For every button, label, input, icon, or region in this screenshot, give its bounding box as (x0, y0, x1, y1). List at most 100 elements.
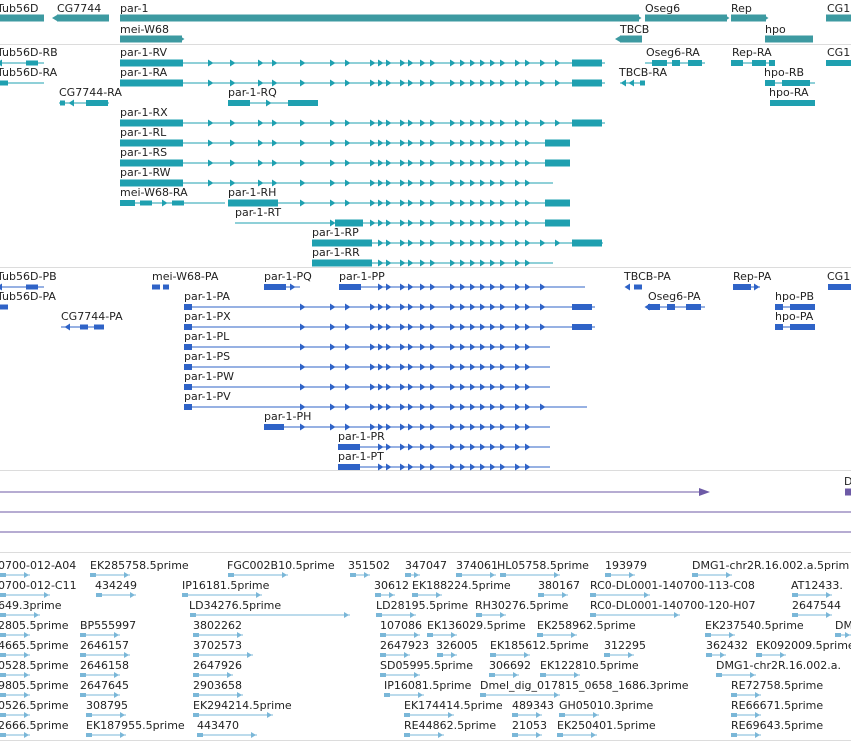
strand-arrow-right[interactable] (460, 403, 466, 411)
strand-arrow-right[interactable] (515, 403, 521, 411)
exon-box[interactable] (184, 364, 192, 370)
strand-arrow-right[interactable] (400, 403, 406, 411)
strand-arrow-right[interactable] (400, 283, 406, 291)
strand-arrow-right[interactable] (408, 159, 414, 167)
strand-arrow-right[interactable] (515, 283, 521, 291)
strand-arrow-right[interactable] (470, 199, 476, 207)
strand-arrow-right[interactable] (345, 219, 351, 227)
transcript-label[interactable]: par-1-RS (120, 146, 168, 159)
strand-arrow-right[interactable] (490, 423, 496, 431)
strand-arrow-right[interactable] (300, 79, 306, 87)
strand-arrow-right[interactable] (540, 119, 546, 127)
strand-arrow-right[interactable] (300, 139, 306, 147)
transcript-label[interactable]: par-1-RL (120, 126, 167, 139)
est-label[interactable]: GH05010.3prime (559, 699, 654, 712)
strand-arrow-right[interactable] (408, 343, 414, 351)
strand-arrow-right[interactable] (420, 259, 426, 267)
strand-arrow-right[interactable] (500, 259, 506, 267)
strand-arrow-right[interactable] (400, 323, 406, 331)
strand-arrow-right[interactable] (515, 179, 521, 187)
strand-arrow-right[interactable] (515, 219, 521, 227)
exon-box[interactable] (120, 159, 183, 167)
strand-arrow-right[interactable] (258, 159, 264, 167)
strand-arrow-right[interactable] (470, 139, 476, 147)
strand-arrow-right[interactable] (124, 652, 129, 658)
strand-arrow-right[interactable] (525, 423, 531, 431)
exon-box[interactable] (770, 100, 815, 106)
exon-box[interactable] (184, 324, 192, 330)
strand-arrow-right[interactable] (500, 119, 506, 127)
protein-label[interactable]: CG1 (827, 270, 851, 283)
est-label[interactable]: 193979 (605, 559, 647, 572)
est-block[interactable] (80, 633, 86, 637)
strand-arrow-right[interactable] (430, 199, 436, 207)
strand-arrow-right[interactable] (500, 159, 506, 167)
strand-arrow-right[interactable] (500, 443, 506, 451)
est-block[interactable] (80, 653, 86, 657)
est-label[interactable]: RH30276.5prime (475, 599, 569, 612)
est-label[interactable]: EK174414.5prime (404, 699, 503, 712)
strand-arrow-right[interactable] (460, 199, 466, 207)
strand-arrow-right[interactable] (515, 423, 521, 431)
est-block[interactable] (193, 673, 199, 677)
strand-arrow-right[interactable] (540, 403, 546, 411)
strand-arrow-right[interactable] (400, 303, 406, 311)
est-block[interactable] (0, 653, 6, 657)
est-label[interactable]: RE69643.5prime (731, 719, 824, 732)
est-label[interactable]: DMG1-chr2R.16.002.a. (716, 659, 841, 672)
strand-arrow-right[interactable] (470, 443, 476, 451)
strand-arrow-right[interactable] (345, 119, 351, 127)
est-block[interactable] (380, 633, 386, 637)
exon-box[interactable] (264, 284, 286, 290)
strand-arrow-right[interactable] (414, 672, 419, 678)
exon-box[interactable] (312, 239, 372, 247)
strand-arrow-right[interactable] (460, 363, 466, 371)
strand-arrow-right[interactable] (386, 179, 392, 187)
strand-arrow-right[interactable] (230, 119, 236, 127)
strand-arrow-right[interactable] (555, 79, 561, 87)
strand-arrow-right[interactable] (162, 199, 168, 207)
strand-arrow-right[interactable] (420, 383, 426, 391)
est-label[interactable]: LD34276.5prime (189, 599, 282, 612)
strand-arrow-right[interactable] (408, 423, 414, 431)
strand-arrow-right[interactable] (525, 283, 531, 291)
strand-arrow-right[interactable] (754, 283, 760, 291)
exon-box[interactable] (120, 59, 183, 67)
strand-arrow-right[interactable] (345, 179, 351, 187)
strand-arrow-right[interactable] (378, 239, 384, 247)
gene-bar[interactable] (731, 14, 766, 22)
strand-arrow-right[interactable] (500, 139, 506, 147)
est-block[interactable] (476, 613, 482, 617)
est-block[interactable] (706, 653, 712, 657)
strand-arrow-right[interactable] (720, 652, 725, 658)
strand-arrow-right[interactable] (525, 219, 531, 227)
strand-arrow-right[interactable] (386, 219, 392, 227)
exon-box[interactable] (152, 284, 160, 290)
est-block[interactable] (193, 653, 199, 657)
protein-label[interactable]: hpo-PA (775, 310, 814, 323)
strand-arrow-right[interactable] (345, 159, 351, 167)
est-label[interactable]: EK250401.5prime (557, 719, 656, 732)
est-block[interactable] (756, 653, 762, 657)
exon-box[interactable] (775, 304, 783, 310)
strand-arrow-right[interactable] (628, 652, 633, 658)
est-label[interactable]: EK285758.5prime (90, 559, 189, 572)
strand-arrow-right[interactable] (386, 443, 392, 451)
est-label[interactable]: 489343 (512, 699, 554, 712)
est-label[interactable]: 3702573 (193, 639, 242, 652)
strand-arrow-right[interactable] (480, 59, 486, 67)
strand-arrow-right[interactable] (525, 259, 531, 267)
strand-arrow-right[interactable] (450, 79, 456, 87)
exon-box[interactable] (572, 79, 602, 87)
strand-arrow-right[interactable] (272, 79, 278, 87)
strand-arrow-right[interactable] (490, 383, 496, 391)
strand-arrow-right[interactable] (330, 219, 336, 227)
est-block[interactable] (792, 593, 798, 597)
exon-box[interactable] (228, 199, 278, 207)
strand-arrow-right[interactable] (378, 199, 384, 207)
strand-arrow-right[interactable] (378, 259, 384, 267)
strand-arrow-right[interactable] (629, 572, 634, 578)
strand-arrow-right[interactable] (470, 59, 476, 67)
exon-box[interactable] (184, 404, 192, 410)
strand-arrow-right[interactable] (515, 363, 521, 371)
